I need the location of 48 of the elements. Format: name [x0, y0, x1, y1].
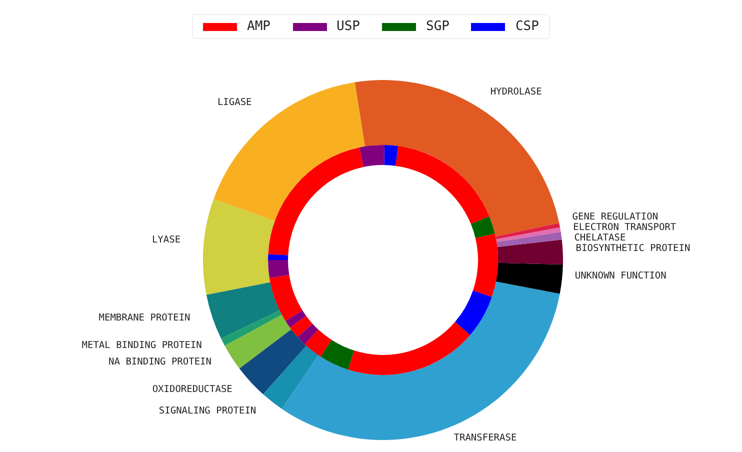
donut-slice: [496, 222, 560, 240]
donut-slice: [359, 145, 384, 168]
donut-slice: [206, 282, 280, 339]
donut-slice: [268, 260, 290, 278]
slice-label: GENE REGULATION: [572, 211, 658, 222]
donut-slice: [496, 262, 563, 294]
donut-slice: [203, 199, 275, 295]
donut-slice: [286, 310, 306, 328]
donut-slice: [354, 80, 560, 236]
legend-label: USP: [336, 19, 360, 34]
donut-slice: [320, 340, 354, 370]
legend-label: CSP: [515, 19, 539, 34]
donut-slice: [268, 147, 364, 256]
legend-label: SGP: [426, 19, 450, 34]
slice-label: LYASE: [152, 234, 181, 246]
slice-label: LIGASE: [217, 97, 252, 108]
donut-slice: [470, 216, 495, 238]
slice-label: HYDROLASE: [490, 86, 542, 98]
donut-slice: [224, 314, 292, 369]
donut-slice: [269, 274, 302, 322]
donut-slice: [282, 282, 560, 440]
donut-slice: [221, 310, 282, 346]
donut-slice: [472, 234, 498, 297]
donut-slice: [455, 290, 492, 335]
donut-slice: [290, 316, 313, 338]
donut-slice: [396, 146, 490, 224]
slice-label: MEMBRANE PROTEIN: [98, 312, 191, 324]
donut-slice: [239, 329, 306, 394]
donut-slice: [496, 232, 562, 248]
donut-slice: [214, 82, 366, 222]
donut-slice: [497, 240, 563, 265]
donut-slice: [268, 254, 288, 260]
donut-slice: [384, 145, 398, 166]
donut-slice: [263, 346, 318, 409]
slice-label: TRANSFERASE: [454, 432, 517, 444]
slice-label: SIGNALING PROTEIN: [158, 406, 256, 417]
donut-slice: [304, 330, 332, 357]
donut-slice: [298, 324, 318, 344]
slice-label: METAL BINDING PROTEIN: [82, 340, 202, 352]
slice-label: ELECTRON TRANSPORT: [573, 222, 676, 233]
slice-label: NA BINDING PROTEIN: [108, 356, 212, 368]
legend-label: AMP: [247, 19, 271, 34]
donut-slice: [496, 227, 561, 242]
slice-label: OXIDOREDUCTASE: [152, 384, 233, 395]
slice-label: UNKNOWN FUNCTION: [574, 270, 667, 282]
donut-slice: [348, 322, 470, 375]
slice-label: BIOSYNTHETIC PROTEIN: [576, 242, 690, 254]
slice-label: CHELATASE: [574, 232, 626, 244]
